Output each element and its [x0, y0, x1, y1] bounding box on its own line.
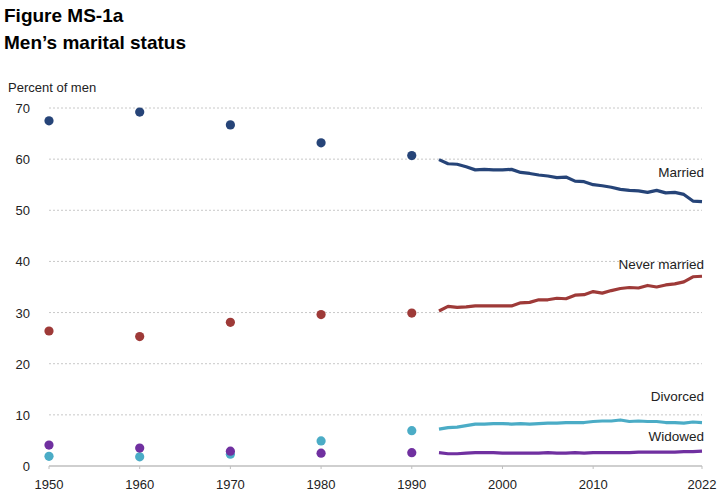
- data-point: [44, 440, 53, 449]
- x-tick-label: 2022: [688, 477, 717, 492]
- y-tick-label: 0: [23, 459, 30, 474]
- x-tick-label: 1950: [35, 477, 64, 492]
- y-tick-label: 40: [16, 254, 30, 269]
- data-point: [135, 452, 144, 461]
- grid-line: [49, 312, 702, 313]
- y-tick-label: 10: [16, 408, 30, 423]
- grid-line: [49, 466, 702, 467]
- data-point: [407, 426, 416, 435]
- data-point: [316, 436, 325, 445]
- series-line: [439, 420, 702, 429]
- data-point: [135, 444, 144, 453]
- page: {"chart_data": { "type": "line", "title"…: [0, 0, 724, 494]
- series-line: [439, 451, 702, 454]
- grid-line: [49, 414, 702, 415]
- subtitle: Men’s marital status: [4, 32, 186, 53]
- series-label: Divorced: [651, 389, 704, 404]
- data-point: [407, 448, 416, 457]
- grid-line: [49, 210, 702, 211]
- grid-line: [49, 261, 702, 262]
- series-label: Widowed: [648, 429, 704, 444]
- y-tick-label: 30: [16, 306, 30, 321]
- y-tick-label: 70: [16, 101, 30, 116]
- x-axis-line: [49, 466, 702, 467]
- x-tick-label: 1990: [397, 477, 426, 492]
- data-point: [44, 326, 53, 335]
- x-tick-label: 1980: [307, 477, 336, 492]
- y-axis-label: Percent of men: [8, 80, 96, 95]
- x-tick: [139, 466, 140, 469]
- data-point: [135, 332, 144, 341]
- series-label: Never married: [618, 257, 704, 272]
- data-point: [226, 120, 235, 129]
- x-tick: [502, 466, 503, 469]
- chart: Figure MS-1a Men’s marital status Percent …: [0, 0, 724, 494]
- x-tick: [49, 466, 50, 469]
- grid: [49, 108, 702, 466]
- data-point: [407, 308, 416, 317]
- grid-line: [49, 159, 702, 160]
- data-point: [226, 447, 235, 456]
- x-tick: [593, 466, 594, 469]
- series-line: [439, 276, 702, 311]
- data-point: [44, 452, 53, 461]
- x-tick-label: 1960: [125, 477, 154, 492]
- data-point: [135, 107, 144, 116]
- x-tick: [702, 466, 703, 469]
- y-tick-label: 20: [16, 357, 30, 372]
- y-tick-label: 50: [16, 203, 30, 218]
- x-tick: [230, 466, 231, 469]
- data-point: [44, 116, 53, 125]
- data-point: [316, 449, 325, 458]
- x-tick-label: 2000: [488, 477, 517, 492]
- data-point: [226, 318, 235, 327]
- x-tick: [321, 466, 322, 469]
- x-tick: [411, 466, 412, 469]
- data-point: [316, 138, 325, 147]
- series-label: Married: [658, 165, 704, 180]
- grid-line: [49, 363, 702, 364]
- x-tick-label: 2010: [579, 477, 608, 492]
- data-point: [407, 151, 416, 160]
- x-tick-label: 1970: [216, 477, 245, 492]
- data-point: [316, 310, 325, 319]
- grid-line: [49, 108, 702, 109]
- marks: [44, 107, 702, 461]
- title: Figure MS-1a: [4, 5, 124, 26]
- y-tick-label: 60: [16, 152, 30, 167]
